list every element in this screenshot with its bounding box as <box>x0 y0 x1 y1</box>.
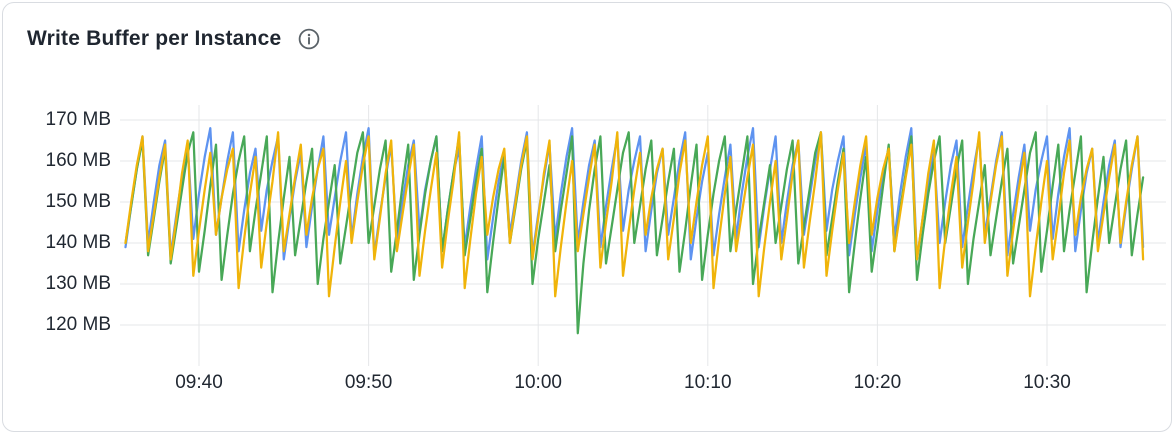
x-axis-label: 10:00 <box>514 372 562 393</box>
x-axis-label: 09:40 <box>175 372 223 393</box>
panel-title: Write Buffer per Instance <box>27 27 282 50</box>
series-line-series-3-yellow <box>124 131 1145 298</box>
chart-canvas[interactable] <box>3 3 1176 411</box>
y-axis-label: 140 MB <box>45 232 111 253</box>
y-axis-label: 130 MB <box>45 273 111 294</box>
y-axis-label: 170 MB <box>45 109 111 130</box>
x-axis-label: 10:30 <box>1023 372 1071 393</box>
series-line-series-2-green <box>124 131 1145 335</box>
y-axis-label: 150 MB <box>45 191 111 212</box>
x-axis-label: 10:10 <box>684 372 732 393</box>
x-axis-label: 09:50 <box>344 372 393 393</box>
y-axis-label: 160 MB <box>45 150 111 171</box>
y-axis-label: 120 MB <box>45 314 111 335</box>
info-icon[interactable] <box>297 27 321 51</box>
x-axis-label: 10:20 <box>853 372 902 393</box>
chart-area: 170 MB 160 MB 150 MB 140 MB 130 MB 120 MB 09:4… <box>3 3 1176 411</box>
panel-header: Write Buffer per Instance <box>27 23 321 55</box>
